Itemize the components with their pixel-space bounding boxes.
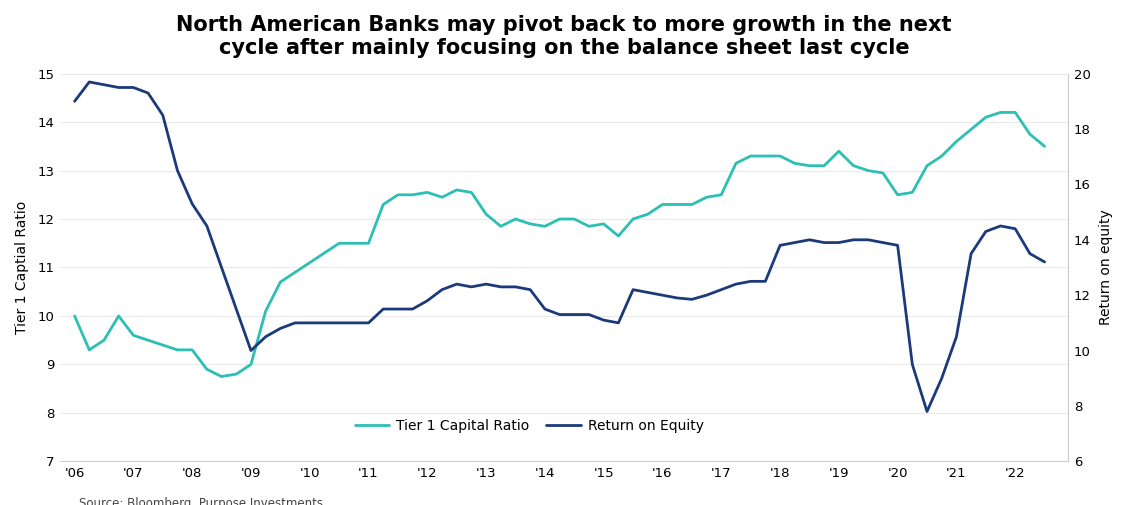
Title: North American Banks may pivot back to more growth in the next
cycle after mainl: North American Banks may pivot back to m… xyxy=(176,15,952,58)
Line: Tier 1 Capital Ratio: Tier 1 Capital Ratio xyxy=(74,113,1045,377)
Tier 1 Capital Ratio xyxy=(818,163,831,169)
Y-axis label: Tier 1 Captial Ratio: Tier 1 Captial Ratio xyxy=(15,201,29,334)
Tier 1 Capital Ratio xyxy=(68,313,81,319)
Tier 1 Capital Ratio xyxy=(185,347,199,353)
Tier 1 Capital Ratio xyxy=(964,126,978,132)
Legend: Tier 1 Capital Ratio, Return on Equity: Tier 1 Capital Ratio, Return on Equity xyxy=(350,414,710,439)
Return on Equity xyxy=(200,223,213,229)
Return on Equity xyxy=(1038,259,1051,265)
Return on Equity xyxy=(479,281,493,287)
Line: Return on Equity: Return on Equity xyxy=(74,82,1045,412)
Return on Equity xyxy=(68,98,81,105)
Y-axis label: Return on equity: Return on equity xyxy=(1099,210,1113,325)
Return on Equity xyxy=(920,409,934,415)
Return on Equity xyxy=(156,112,169,118)
Tier 1 Capital Ratio xyxy=(1038,143,1051,149)
Return on Equity xyxy=(523,287,537,293)
Text: Source: Bloomberg, Purpose Investments: Source: Bloomberg, Purpose Investments xyxy=(79,497,323,505)
Return on Equity xyxy=(82,79,96,85)
Tier 1 Capital Ratio xyxy=(214,374,228,380)
Tier 1 Capital Ratio xyxy=(141,337,155,343)
Tier 1 Capital Ratio xyxy=(523,221,537,227)
Tier 1 Capital Ratio xyxy=(479,211,493,217)
Tier 1 Capital Ratio xyxy=(994,110,1007,116)
Return on Equity xyxy=(818,239,831,245)
Return on Equity xyxy=(979,228,993,234)
